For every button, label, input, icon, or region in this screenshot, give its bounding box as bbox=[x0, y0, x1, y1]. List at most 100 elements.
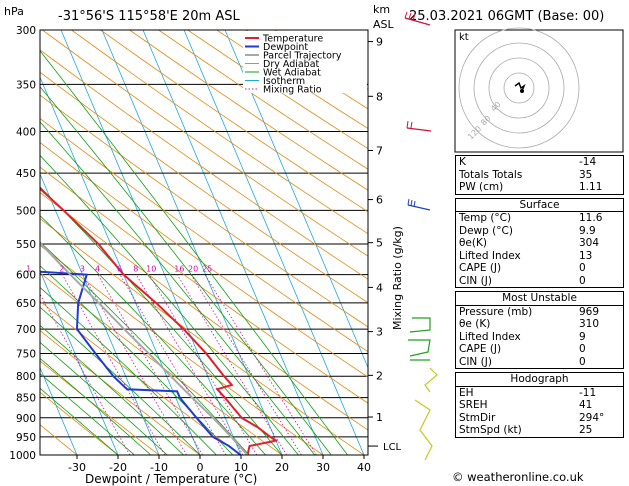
datetime-title: 25.03.2021 06GMT (Base: 00) bbox=[409, 9, 604, 24]
eh-value: -11 bbox=[579, 386, 597, 399]
hodograph-table-title: Hodograph bbox=[456, 373, 623, 387]
wet-adiabat-line bbox=[40, 306, 201, 455]
wet-adiabat-line bbox=[40, 324, 184, 455]
dry-adiabat-line bbox=[40, 49, 368, 280]
dry-adiabat-line bbox=[40, 330, 201, 455]
dry-adiabat-line bbox=[40, 360, 160, 455]
mixing-ratio-line bbox=[82, 274, 187, 455]
mixing-ratio-label: 25 bbox=[202, 265, 212, 274]
mixing-ratio-line bbox=[119, 274, 227, 455]
dry-adiabat-line bbox=[42, 30, 368, 257]
mu-cin-label: CIN (J) bbox=[459, 355, 492, 368]
stmdir-value: 294° bbox=[579, 411, 605, 424]
pw-label: PW (cm) bbox=[459, 181, 504, 193]
pressure-tick-label: 650 bbox=[16, 298, 36, 310]
surface-table: Surface Temp (°C) 11.6 Dewp (°C) 9.9 θe(K)… bbox=[455, 197, 624, 288]
temperature-series bbox=[40, 187, 279, 455]
surface-li-value: 13 bbox=[579, 249, 593, 262]
tt-value: 35 bbox=[579, 168, 593, 181]
dry-adiabat-line bbox=[40, 71, 368, 304]
surface-cin-label: CIN (J) bbox=[459, 274, 492, 287]
isotherm-line bbox=[101, 30, 283, 455]
legend-entry: Dewpoint bbox=[263, 42, 308, 53]
temperature-tick-label: 0 bbox=[197, 461, 204, 474]
sreh-value: 41 bbox=[579, 399, 593, 411]
tt-label: Totals Totals bbox=[459, 168, 523, 181]
mixing-ratio-label: 1 bbox=[26, 265, 31, 274]
surface-cape-label: CAPE (J) bbox=[459, 262, 502, 274]
dry-adiabat-line bbox=[71, 30, 368, 235]
wind-barb-700 bbox=[408, 317, 431, 361]
mu-li-label: Lifted Index bbox=[459, 330, 521, 343]
mixing-ratio-label: 8 bbox=[133, 265, 138, 274]
temperature-tick-label: -30 bbox=[68, 461, 86, 474]
wind-barb-850 bbox=[414, 367, 438, 461]
hodograph-storm-marker bbox=[520, 89, 524, 93]
eh-label: EH bbox=[459, 386, 474, 399]
mu-pressure-label: Pressure (mb) bbox=[459, 305, 533, 318]
wet-adiabat-line bbox=[40, 387, 119, 455]
mixing-ratio-line bbox=[176, 274, 288, 455]
surface-dewp-value: 9.9 bbox=[579, 224, 596, 237]
most-unstable-title: Most Unstable bbox=[456, 292, 623, 306]
mixing-ratio-line bbox=[204, 274, 317, 455]
dry-adiabat-line bbox=[100, 30, 368, 213]
surface-li-label: Lifted Index bbox=[459, 249, 521, 262]
dry-adiabat-line bbox=[40, 300, 242, 455]
isotherm-line bbox=[40, 366, 78, 455]
legend-entry: Temperature bbox=[262, 34, 323, 45]
mixing-ratio-line bbox=[97, 274, 203, 455]
temperature-axis: -30 -20 -10 0 10 20 30 40 bbox=[68, 455, 371, 474]
hpa-label: hPa bbox=[4, 5, 24, 18]
dry-adiabat-line bbox=[158, 30, 368, 170]
mu-theta-label: θe (K) bbox=[459, 318, 491, 330]
km-label: km bbox=[373, 3, 390, 16]
mixing-ratio-label: 6 bbox=[117, 265, 122, 274]
pressure-tick-label: 850 bbox=[16, 393, 36, 405]
stmdir-label: StmDir bbox=[459, 411, 496, 424]
dry-adiabat-line bbox=[40, 94, 368, 328]
surface-dewp-label: Dewp (°C) bbox=[459, 224, 513, 237]
mu-cin-value: 0 bbox=[579, 355, 586, 368]
lcl-label: LCL bbox=[383, 442, 402, 453]
wet-adiabat-line bbox=[40, 373, 135, 455]
hodograph-ring bbox=[488, 57, 550, 119]
hodograph-table: Hodograph EH -11 SREH 41 StmDir 294° StmSpd… bbox=[455, 372, 624, 438]
mixing-ratio-labels: 1 2 3 4 6 8 10 16 20 25 bbox=[26, 265, 212, 274]
height-tick-label: 5 bbox=[376, 237, 383, 250]
dry-adiabat-line bbox=[40, 218, 365, 455]
wet-adiabat-line bbox=[40, 215, 266, 455]
hodograph-trace bbox=[514, 81, 526, 92]
height-tick-label: 4 bbox=[376, 281, 383, 294]
mixing-ratio-label: 10 bbox=[146, 265, 156, 274]
temperature-tick-label: 20 bbox=[275, 461, 289, 474]
height-tick-label: 2 bbox=[376, 369, 383, 382]
most-unstable-table: Most Unstable Pressure (mb) 969 θe (K) 310… bbox=[455, 291, 624, 369]
copyright-footer: © weatheronline.co.uk bbox=[452, 470, 584, 484]
mixing-ratio-label: 2 bbox=[59, 265, 64, 274]
wind-barb-300-flags bbox=[404, 11, 416, 21]
legend-box bbox=[243, 31, 367, 93]
dry-adiabat-line bbox=[129, 30, 368, 191]
surface-temp-label: Temp (°C) bbox=[459, 212, 512, 224]
isotherm-line bbox=[224, 30, 368, 369]
pressure-tick-label: 300 bbox=[16, 25, 36, 37]
wind-barb-500 bbox=[407, 204, 431, 211]
surface-cin-value: 0 bbox=[579, 274, 586, 287]
mixing-ratio-line bbox=[61, 274, 166, 455]
stmspd-label: StmSpd (kt) bbox=[459, 424, 522, 436]
wet-adiabat-line bbox=[40, 50, 348, 455]
location-title: -31°56'S 115°58'E 20m ASL bbox=[58, 9, 240, 24]
pressure-tick-label: 450 bbox=[16, 168, 36, 180]
stmspd-value: 25 bbox=[579, 424, 593, 436]
temperature-tick-label: -20 bbox=[109, 461, 127, 474]
legend-entry: Mixing Ratio bbox=[263, 85, 322, 96]
legend-entry: Parcel Trajectory bbox=[263, 51, 342, 62]
pressure-tick-label: 950 bbox=[16, 432, 36, 444]
mu-pressure-value: 969 bbox=[579, 305, 600, 318]
isotherm-line bbox=[40, 173, 160, 455]
mixing-ratio-axis-title: Mixing Ratio (g/kg) bbox=[391, 226, 404, 330]
